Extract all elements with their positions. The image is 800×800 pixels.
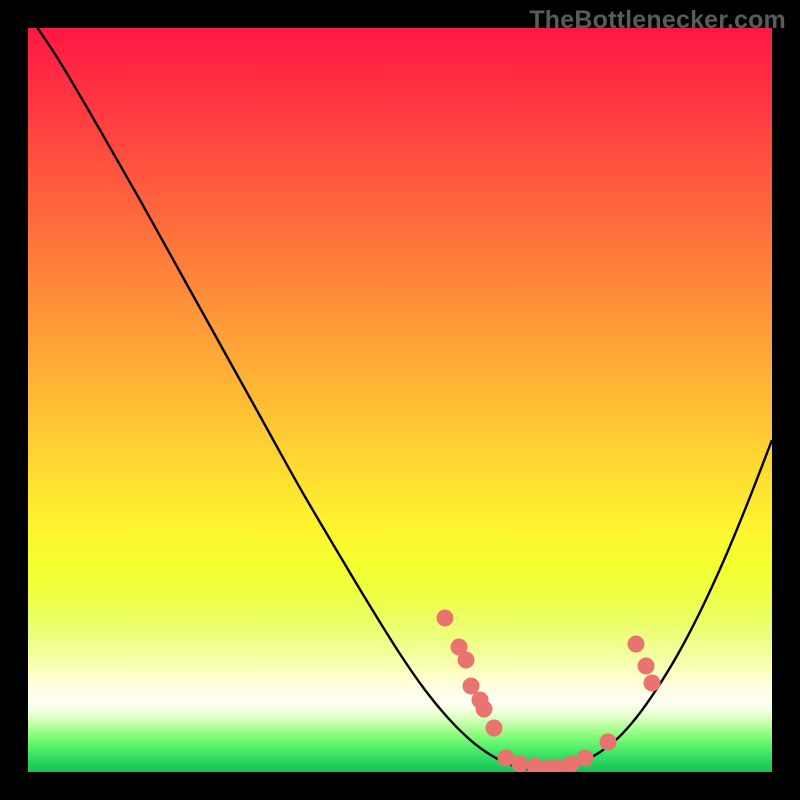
plot-background xyxy=(28,28,772,772)
marker-point xyxy=(600,734,617,751)
marker-point xyxy=(476,701,493,718)
marker-point xyxy=(644,675,661,692)
marker-point xyxy=(638,658,655,675)
marker-point xyxy=(486,720,503,737)
marker-point xyxy=(512,756,529,773)
marker-point xyxy=(577,750,594,767)
marker-point xyxy=(463,678,480,695)
marker-point xyxy=(437,610,454,627)
marker-point xyxy=(458,652,475,669)
chart-svg xyxy=(0,0,800,800)
chart-container: TheBottlenecker.com xyxy=(0,0,800,800)
marker-point xyxy=(628,636,645,653)
watermark-text: TheBottlenecker.com xyxy=(529,6,786,35)
